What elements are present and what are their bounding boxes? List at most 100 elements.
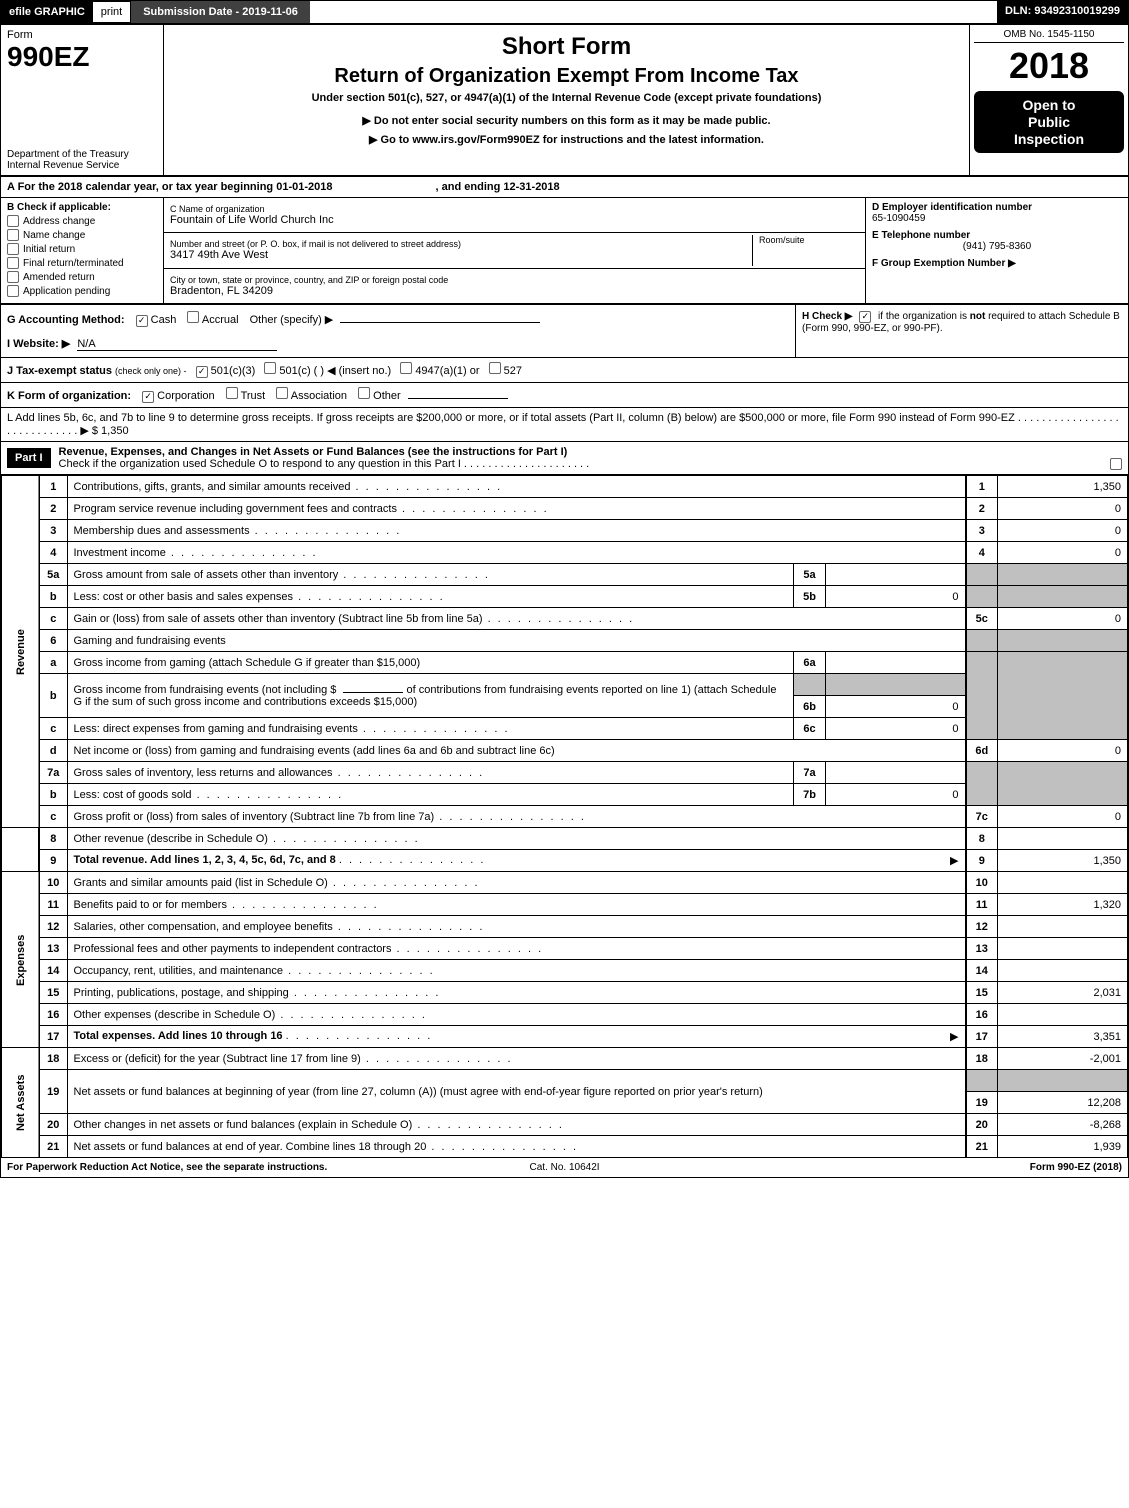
org-name-row: C Name of organization Fountain of Life … [164,198,865,233]
open-line1: Open to [980,97,1118,114]
checkbox-icon [7,215,19,227]
part-i-header-row: Part I Revenue, Expenses, and Changes in… [1,442,1128,475]
l21-num: 21 [39,1136,67,1158]
l20-desc: Other changes in net assets or fund bala… [67,1114,966,1136]
checkbox-accrual[interactable] [187,311,199,323]
checkbox-501c[interactable] [264,362,276,374]
checkbox-initial-return[interactable]: Initial return [7,243,157,255]
l6c-sval: 0 [826,718,966,740]
line-4: 4 Investment income 4 0 [2,542,1128,564]
l1-val: 1,350 [998,476,1128,498]
checkbox-527[interactable] [489,362,501,374]
open-inspection-badge: Open to Public Inspection [974,91,1124,153]
line-18: Net Assets 18 Excess or (deficit) for th… [2,1048,1128,1070]
address-label: Number and street (or P. O. box, if mail… [170,239,752,249]
line-6d: d Net income or (loss) from gaming and f… [2,740,1128,762]
goto-link[interactable]: ▶ Go to www.irs.gov/Form990EZ for instru… [170,133,963,146]
row-k: K Form of organization: Corporation Trus… [1,383,1128,408]
l5c-val: 0 [998,608,1128,630]
dept-irs: Internal Revenue Service [7,160,159,171]
checkbox-trust[interactable] [226,387,238,399]
open-line2: Public [980,114,1118,131]
checkbox-other-org[interactable] [358,387,370,399]
cb-label: Initial return [23,244,75,255]
l7a-sval [826,762,966,784]
phone-label: E Telephone number [872,230,1122,241]
line-14: 14 Occupancy, rent, utilities, and maint… [2,960,1128,982]
org-name-value: Fountain of Life World Church Inc [170,214,334,226]
cb-label: Application pending [23,286,110,297]
checkbox-name-change[interactable]: Name change [7,229,157,241]
other-specify-field[interactable] [340,322,540,323]
l12-num: 12 [39,916,67,938]
row-ghi: G Accounting Method: Cash Accrual Other … [1,305,1128,358]
checkbox-cash[interactable] [136,315,148,327]
k-opt0: Corporation [157,390,214,402]
l8-num: 8 [39,828,67,850]
checkbox-4947[interactable] [400,362,412,374]
l17-val: 3,351 [998,1026,1128,1048]
l6d-rnum: 6d [966,740,998,762]
l6-num: 6 [39,630,67,652]
j-opt1: 501(c)(3) [211,365,256,377]
form-label: Form [7,29,157,41]
checkbox-association[interactable] [276,387,288,399]
l2-num: 2 [39,498,67,520]
checkbox-schedule-o[interactable] [1110,458,1122,470]
j-hint: (check only one) - [115,366,187,376]
checkbox-amended-return[interactable]: Amended return [7,271,157,283]
l5c-rnum: 5c [966,608,998,630]
checkbox-application-pending[interactable]: Application pending [7,285,157,297]
l6b-desc1: Gross income from fundraising events (no… [74,684,337,696]
l13-desc: Professional fees and other payments to … [67,938,966,960]
l6a-snum: 6a [794,652,826,674]
checkbox-address-change[interactable]: Address change [7,215,157,227]
under-section-text: Under section 501(c), 527, or 4947(a)(1)… [170,92,963,104]
l8-rnum: 8 [966,828,998,850]
l6c-desc: Less: direct expenses from gaming and fu… [67,718,794,740]
part-i-title-cell: Revenue, Expenses, and Changes in Net As… [51,442,1128,474]
l6d-val: 0 [998,740,1128,762]
form-header: Form 990EZ Department of the Treasury In… [1,25,1128,177]
l19-num: 19 [39,1070,67,1114]
line-7c: c Gross profit or (loss) from sales of i… [2,806,1128,828]
accounting-method-label: G Accounting Method: [7,314,125,326]
l7b-snum: 7b [794,784,826,806]
l10-desc: Grants and similar amounts paid (list in… [67,872,966,894]
l2-rnum: 2 [966,498,998,520]
l19-desc: Net assets or fund balances at beginning… [67,1070,966,1114]
l16-rnum: 16 [966,1004,998,1026]
efile-graphic-label: efile GRAPHIC [1,1,93,23]
checkbox-h[interactable] [859,311,871,323]
checkbox-501c3[interactable] [196,366,208,378]
cb-label: Name change [23,230,85,241]
other-org-field[interactable] [408,398,508,399]
checkbox-corporation[interactable] [142,391,154,403]
l11-val: 1,320 [998,894,1128,916]
dept-treasury: Department of the Treasury [7,149,159,160]
l6b-snum: 6b [794,696,826,718]
city-value: Bradenton, FL 34209 [170,285,448,297]
line-5b: b Less: cost or other basis and sales ex… [2,586,1128,608]
l10-num: 10 [39,872,67,894]
l12-val [998,916,1128,938]
part-i-title: Revenue, Expenses, and Changes in Net As… [51,446,1128,458]
line-16: 16 Other expenses (describe in Schedule … [2,1004,1128,1026]
l19-rnum: 19 [966,1092,998,1114]
l20-num: 20 [39,1114,67,1136]
l7b-sval: 0 [826,784,966,806]
print-button[interactable]: print [93,1,131,23]
row-j: J Tax-exempt status (check only one) - 5… [1,358,1128,383]
city-row: City or town, state or province, country… [164,269,865,303]
header-right: OMB No. 1545-1150 2018 Open to Public In… [970,25,1128,175]
l9-val: 1,350 [998,850,1128,872]
line-17: 17 Total expenses. Add lines 10 through … [2,1026,1128,1048]
l18-desc: Excess or (deficit) for the year (Subtra… [67,1048,966,1070]
l6b-blank[interactable] [343,692,403,693]
checkbox-final-return[interactable]: Final return/terminated [7,257,157,269]
l5b-desc: Less: cost or other basis and sales expe… [67,586,794,608]
l14-rnum: 14 [966,960,998,982]
l9-desc-cell: Total revenue. Add lines 1, 2, 3, 4, 5c,… [67,850,966,872]
side-revenue: Revenue [2,476,40,828]
line-2: 2 Program service revenue including gove… [2,498,1128,520]
